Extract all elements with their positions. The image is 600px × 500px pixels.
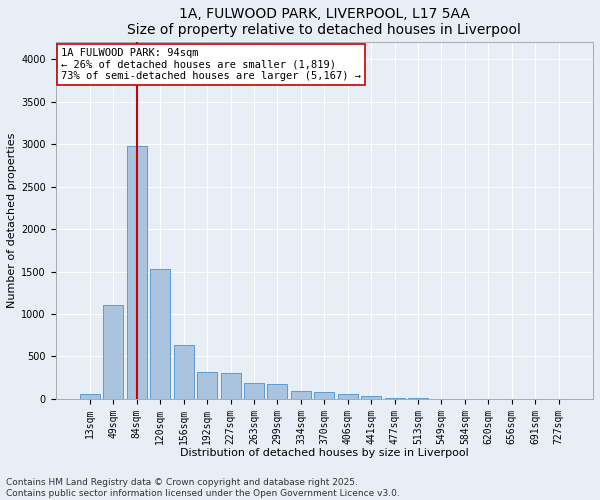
Title: 1A, FULWOOD PARK, LIVERPOOL, L17 5AA
Size of property relative to detached house: 1A, FULWOOD PARK, LIVERPOOL, L17 5AA Siz… (127, 7, 521, 37)
Bar (361, 396, 381, 399)
Y-axis label: Number of detached properties: Number of detached properties (7, 133, 17, 308)
Text: 1A FULWOOD PARK: 94sqm
← 26% of detached houses are smaller (1,819)
73% of semi-: 1A FULWOOD PARK: 94sqm ← 26% of detached… (61, 48, 361, 81)
Bar (103, 304, 124, 399)
X-axis label: Distribution of detached houses by size in Liverpool: Distribution of detached houses by size … (180, 448, 469, 458)
Bar (244, 383, 264, 399)
Bar (268, 384, 287, 399)
Bar (151, 269, 170, 399)
Text: Contains HM Land Registry data © Crown copyright and database right 2025.
Contai: Contains HM Land Registry data © Crown c… (6, 478, 400, 498)
Bar (127, 146, 147, 399)
Bar (80, 394, 100, 399)
Bar (291, 392, 311, 399)
Bar (338, 394, 358, 399)
Bar (174, 344, 194, 399)
Bar (385, 398, 404, 399)
Bar (221, 372, 241, 399)
Bar (314, 392, 334, 399)
Bar (197, 372, 217, 399)
